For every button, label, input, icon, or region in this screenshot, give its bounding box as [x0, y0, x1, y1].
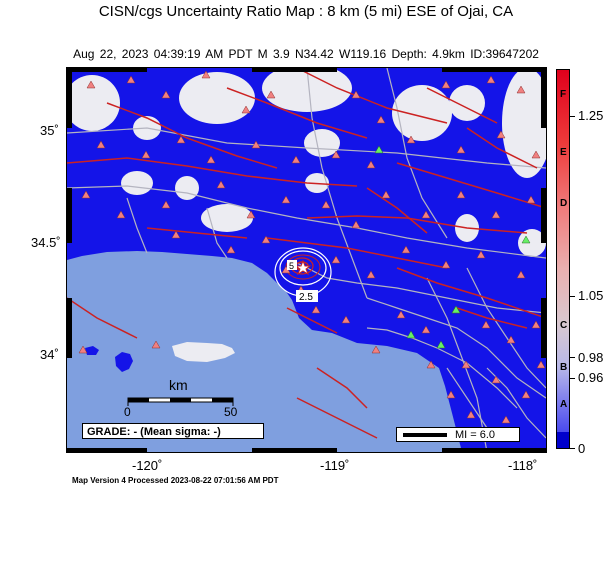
colorbar-value-1-25: 1.25: [578, 108, 604, 123]
scale-unit: km: [169, 377, 188, 393]
colorbar-zero: [557, 432, 569, 448]
map-area[interactable]: 5 2.5: [66, 67, 547, 453]
station-green: [374, 145, 531, 349]
lon-label-118: -118˚: [508, 458, 538, 473]
scale-bar: [127, 397, 234, 406]
mi-bar: [403, 433, 447, 437]
contour-label-2-5: 2.5: [299, 292, 313, 303]
colorbar-value-0-96: 0.96: [578, 370, 604, 385]
island-santa-rosa: [115, 352, 133, 372]
edge-ticks: [67, 68, 546, 452]
map-svg: 5 2.5: [67, 68, 546, 452]
colorbar-letter-a: A: [560, 399, 568, 410]
epicenter-star: [294, 259, 312, 276]
colorbar-letter-f: F: [560, 89, 567, 100]
island-santa-cruz: [172, 342, 235, 362]
island-small: [85, 346, 99, 355]
station-triangles: [78, 70, 546, 424]
scale-end: 50: [224, 405, 238, 419]
colorbar-tick: [570, 378, 575, 379]
colorbar-letter-e: E: [560, 147, 567, 158]
colorbar-value-1-05: 1.05: [578, 288, 604, 303]
lat-label-34-5: 34.5˚: [31, 235, 61, 250]
lon-label-120: -120˚: [132, 458, 163, 473]
colorbar-value-0-98: 0.98: [578, 350, 604, 365]
event-info: Aug 22, 2023 04:39:19 AM PDT M 3.9 N34.4…: [73, 47, 539, 61]
processing-footer: Map Version 4 Processed 2023-08-22 07:01…: [72, 476, 279, 485]
land-mass: [67, 68, 546, 452]
grade-box: GRADE: - (Mean sigma: -): [82, 423, 264, 439]
contour-label-5: 5: [289, 261, 294, 271]
mi-label: MI = 6.0: [455, 429, 496, 441]
lat-label-34: 34˚: [40, 347, 59, 362]
colorbar: [556, 69, 570, 449]
colorbar-tick: [570, 357, 575, 358]
colorbar-letter-d: D: [560, 198, 568, 209]
map-title: CISN/cgs Uncertainty Ratio Map : 8 km (5…: [98, 3, 514, 20]
scale-start: 0: [124, 405, 131, 419]
colorbar-tick: [570, 296, 575, 297]
colorbar-tick: [570, 116, 575, 117]
faults: [67, 68, 546, 439]
mi-legend: MI = 6.0: [396, 427, 520, 442]
lat-label-35: 35˚: [40, 123, 59, 138]
colorbar-value-0: 0: [578, 441, 586, 456]
colorbar-letter-c: C: [560, 320, 568, 331]
colorbar-tick: [570, 448, 575, 449]
colorbar-gradient: [557, 70, 569, 432]
colorbar-letter-b: B: [560, 362, 568, 373]
lon-label-119: -119˚: [320, 458, 350, 473]
